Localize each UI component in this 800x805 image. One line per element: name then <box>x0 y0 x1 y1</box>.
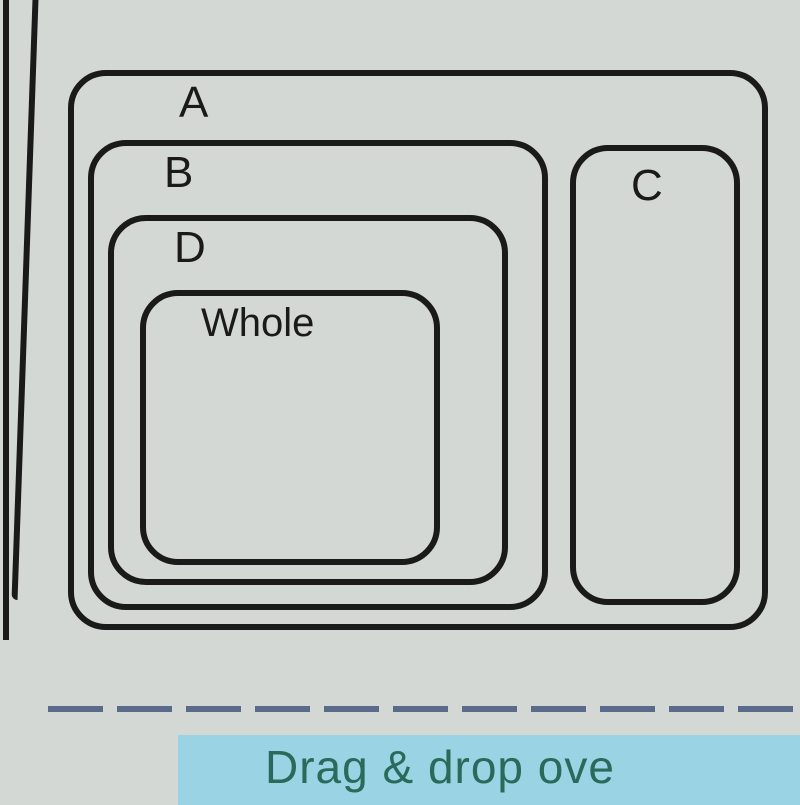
region-b-label: B <box>164 148 193 198</box>
frame-line-1 <box>3 0 9 640</box>
frame-line-2 <box>12 0 39 600</box>
region-whole[interactable]: Whole <box>140 290 440 565</box>
region-a-label: A <box>179 78 208 128</box>
separator-dashes <box>48 706 793 712</box>
region-c-label: C <box>631 161 663 211</box>
region-c[interactable]: C <box>570 145 740 605</box>
region-whole-label: Whole <box>201 301 314 346</box>
nested-venn-diagram: A B C D Whole Drag & drop ove <box>0 0 800 800</box>
instruction-text: Drag & drop ove <box>265 740 615 794</box>
region-d-label: D <box>174 223 206 273</box>
